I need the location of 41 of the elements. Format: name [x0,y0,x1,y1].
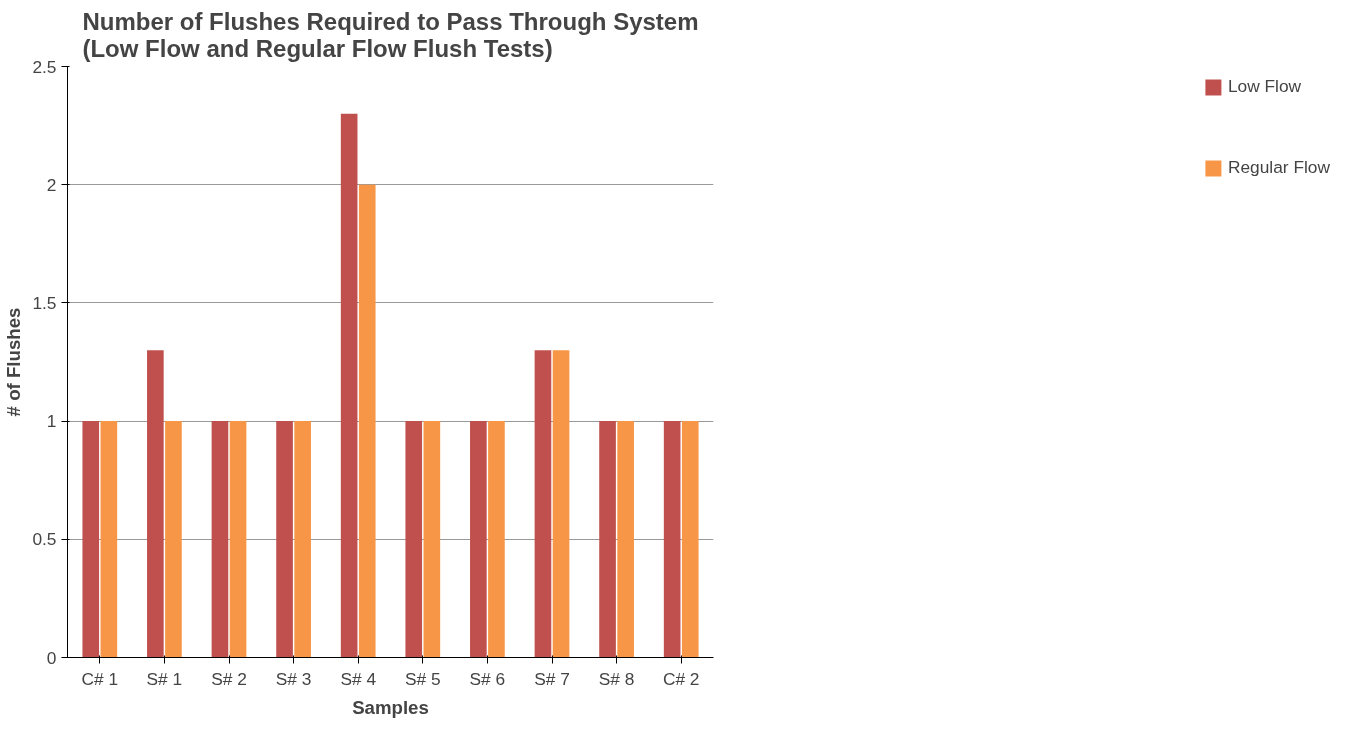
bar [423,421,441,658]
y-tick-label: 1 [46,411,57,432]
bar [100,421,118,658]
x-tick-label: S# 3 [275,668,312,689]
bar [211,421,229,658]
y-tick-label: 0.5 [32,529,57,550]
bar [358,184,376,658]
bar [552,350,570,658]
legend-label: Regular Flow [1227,157,1330,178]
bar [599,421,616,658]
y-tick-label: 2.5 [32,56,57,77]
bar [663,421,681,658]
x-tick-label: S# 5 [404,668,441,689]
x-tick-label: S# 7 [534,668,570,689]
bar [488,421,505,658]
x-tick-label: S# 1 [146,668,183,689]
bar [276,421,293,658]
y-tick-label: 2 [46,174,57,195]
x-tick-label: S# 8 [598,668,635,689]
bar [165,421,182,658]
x-axis-title: Samples [352,696,429,718]
bar [470,421,487,658]
bar [534,350,552,658]
bar [229,421,247,658]
x-tick-label: C# 1 [81,668,119,689]
bar [294,421,311,658]
legend-label: Low Flow [1227,76,1302,97]
x-tick-label: S# 4 [340,668,377,689]
x-tick-label: S# 6 [469,668,506,689]
bar [405,421,423,658]
bar [617,421,634,658]
bar [147,350,164,658]
y-tick-label: 1.5 [32,292,57,313]
bar [681,421,699,658]
bar [340,113,358,658]
x-tick-label: C# 2 [662,668,700,689]
bar [82,421,100,658]
y-axis-title: # of Flushes [3,307,25,417]
y-tick-label: 0 [46,647,57,668]
x-tick-label: S# 2 [211,668,247,689]
chart-title: Number of Flushes Required to Pass Through System (Low Flow and Regular Flow Flush Tests) [82,7,699,62]
